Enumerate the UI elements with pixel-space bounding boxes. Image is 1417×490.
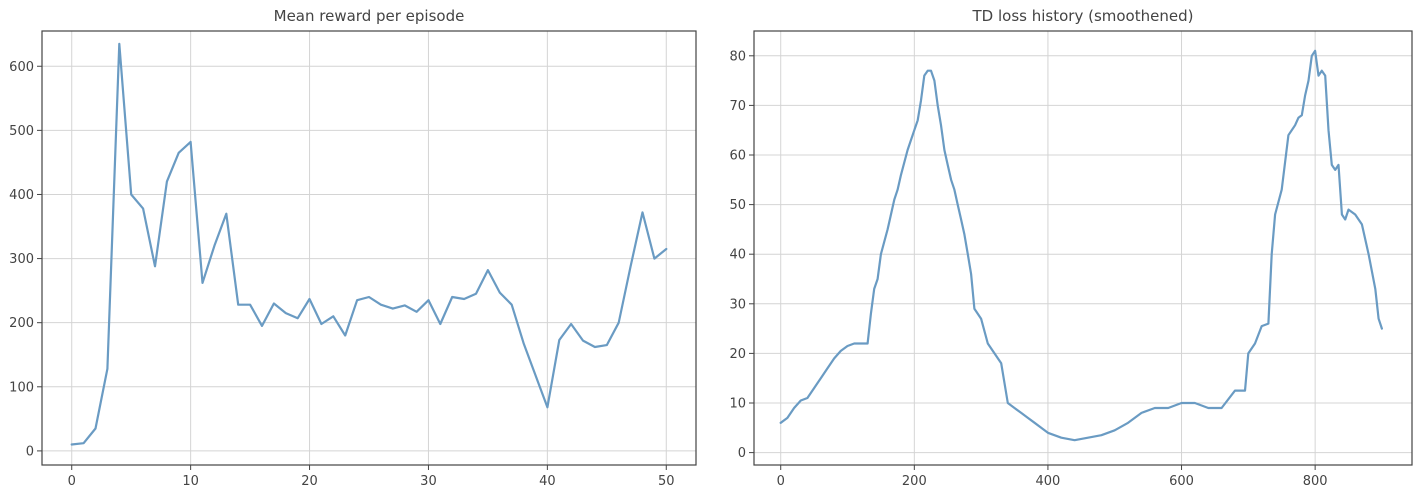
reward-panel: Mean reward per episode 0 10 20 30 40 5001002… [9,7,697,489]
reward-y-tick-label: 0 [26,444,34,459]
td-loss-y-tick-label: 80 [729,49,746,64]
td-loss-axes-frame [753,30,1413,466]
reward-chart-title: Mean reward per episode [274,7,465,25]
td-loss-y-tick-label: 60 [729,149,746,164]
td-loss-y-tick-label: 50 [729,198,746,213]
reward-x-tick-label: 20 [301,474,318,489]
reward-y-tick-label: 100 [9,380,34,395]
reward-y-tick-label: 600 [9,60,34,75]
reward-y-tick-label: 500 [9,124,34,139]
td-loss-y-tick-label: 10 [729,397,746,412]
reward-x-tick-label: 50 [658,474,675,489]
reward-y-tick-label: 200 [9,316,34,331]
reward-x-tick-label: 10 [182,474,199,489]
td-loss-y-tick-label: 30 [729,297,746,312]
td-loss-y-tick-label: 0 [738,446,746,461]
td-loss-series-line [779,49,1384,442]
td-loss-x-tick-label: 400 [1036,474,1061,489]
reward-y-tick-label: 400 [9,188,34,203]
td-loss-x-tick-label: 600 [1169,474,1194,489]
td-loss-panel: TD loss history (smoothened) 0 200 400 600 8… [729,7,1413,489]
td-loss-y-tick-label: 70 [729,99,746,114]
td-loss-x-tick-label: 800 [1303,474,1328,489]
td-loss-chart-title: TD loss history (smoothened) [972,7,1194,25]
td-loss-x-tick-label: 200 [902,474,927,489]
td-loss-x-tick-label: 0 [777,474,785,489]
reward-y-tick-label: 300 [9,252,34,267]
reward-series-line [70,42,668,446]
reward-x-tick-label: 30 [420,474,437,489]
reward-axes-frame [41,30,697,466]
reward-x-tick-label: 0 [68,474,76,489]
td-loss-y-tick-label: 40 [729,248,746,263]
reward-x-tick-label: 40 [539,474,556,489]
td-loss-y-tick-label: 20 [729,347,746,362]
